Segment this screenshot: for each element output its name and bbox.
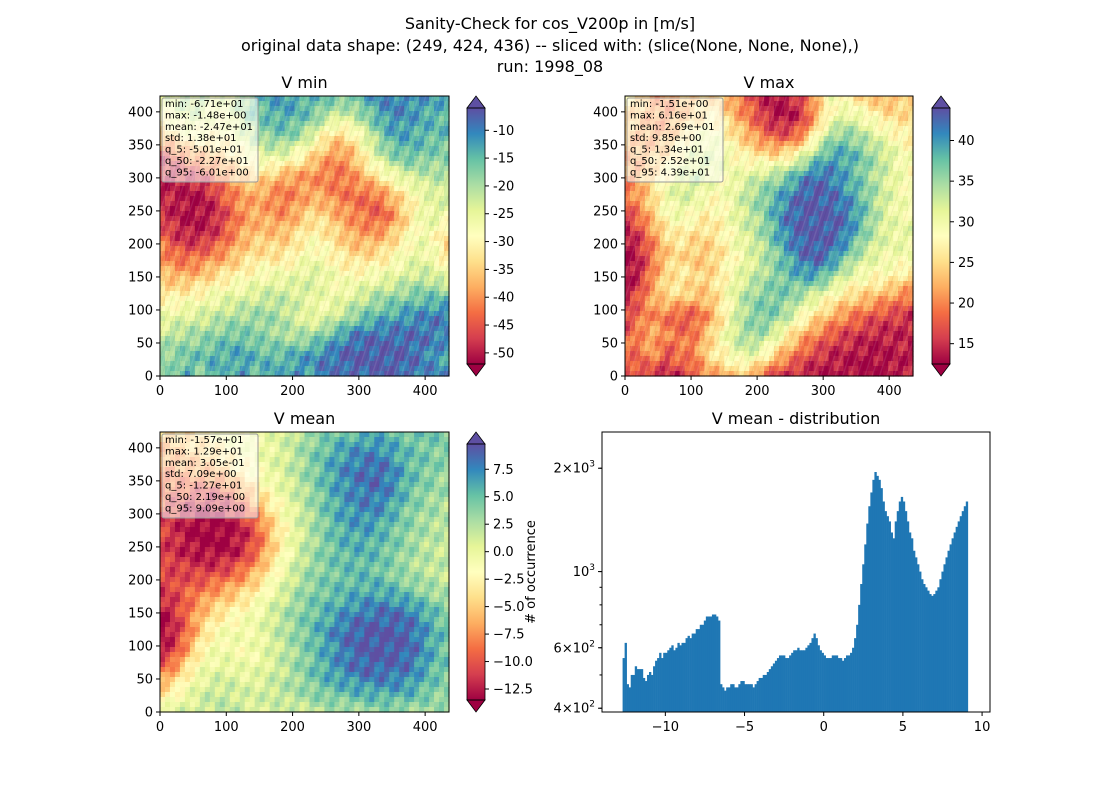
colorbar-frame <box>466 107 486 365</box>
suptitle-line-1: Sanity-Check for cos_V200p in [m/s] <box>405 14 695 34</box>
stats-line: std: 1.38e+01 <box>165 133 237 144</box>
colorbar-extend-max <box>466 95 486 109</box>
colorbar-extend-min <box>466 363 486 377</box>
suptitle-line-2: original data shape: (249, 424, 436) -- … <box>241 36 859 55</box>
y-tick-label: 50 <box>136 336 153 351</box>
x-tick-label: 400 <box>413 384 438 399</box>
y-tick-label: 400 <box>128 105 153 120</box>
y-tick-label: 300 <box>128 171 153 186</box>
suptitle: Sanity-Check for cos_V200p in [m/s] orig… <box>241 14 859 77</box>
vmin-panel: V min 0 100 200 300 400 0 50 100 150 200 250 300 350 4… <box>128 73 514 399</box>
stats-line: mean: -2.47e+01 <box>165 122 253 133</box>
y-tick-label: 250 <box>128 204 153 219</box>
x-tick-label: 0 <box>156 384 164 399</box>
colorbar-tick-label: -50 <box>493 346 514 361</box>
colorbar-tick-label: -40 <box>493 291 514 306</box>
colorbar-tick-label: -10 <box>493 124 514 139</box>
x-tick-label: 300 <box>346 384 371 399</box>
y-tick-label: 200 <box>128 237 153 252</box>
colorbar-tick-label: -20 <box>493 179 514 194</box>
stats-line: max: -1.48e+00 <box>165 110 246 121</box>
colorbar-tick-label: -25 <box>493 207 514 222</box>
stats-box-background <box>161 97 259 183</box>
suptitle-line-3: run: 1998_08 <box>497 57 603 77</box>
colorbar-tick-label: -15 <box>493 152 514 167</box>
x-tick-label: 100 <box>214 384 239 399</box>
y-tick-label: 0 <box>145 370 153 385</box>
stats-line: q_95: -6.01e+00 <box>165 167 249 178</box>
y-tick-label: 350 <box>128 138 153 153</box>
panel-title: V min <box>281 73 327 92</box>
axes-frame <box>159 95 450 377</box>
x-tick-label: 200 <box>280 384 305 399</box>
colorbar-tick-label: -35 <box>493 263 514 278</box>
y-tick-label: 150 <box>128 270 153 285</box>
y-tick-label: 100 <box>128 303 153 318</box>
colorbar-tick-label: -45 <box>493 319 514 334</box>
colorbar-gradient <box>467 108 485 364</box>
colorbar: -50 -45 -40 -35 -30 -25 -20 -15 -10 <box>466 95 514 377</box>
colorbar-tick-label: -30 <box>493 235 514 250</box>
stats-line: q_50: -2.27e+01 <box>165 156 249 167</box>
panel-title: V max <box>744 73 795 92</box>
stats-line: q_5: -5.01e+01 <box>165 145 242 156</box>
stats-line: min: -6.71e+01 <box>165 99 244 110</box>
